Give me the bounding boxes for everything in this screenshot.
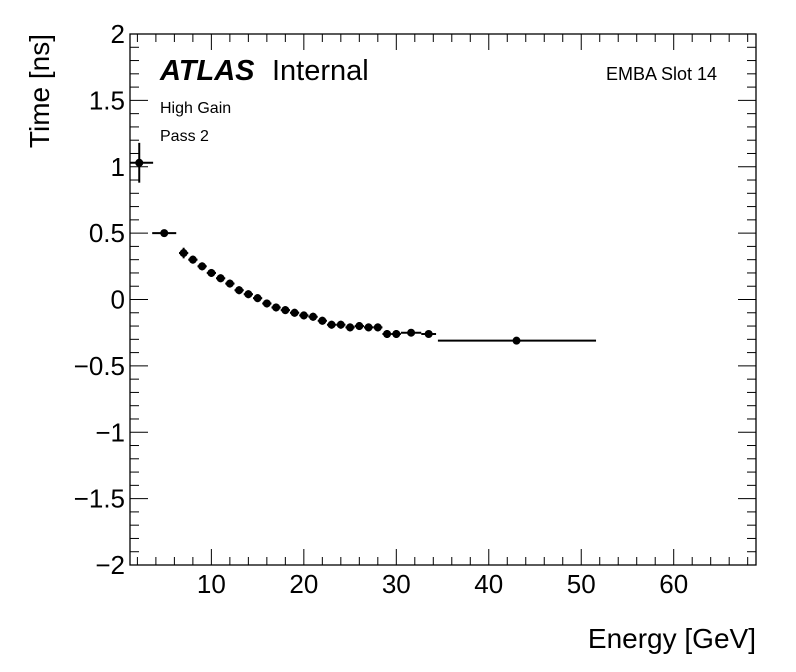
x-tick-label-20: 20 [289, 569, 318, 599]
y-tick-label-0: 0 [111, 285, 125, 315]
data-point-1 [152, 229, 177, 238]
data-point-4 [197, 262, 207, 271]
data-point-25 [391, 330, 401, 339]
marker-28 [512, 336, 521, 345]
marker-5 [207, 268, 216, 277]
y-axis-title: Time [ns] [24, 34, 55, 148]
y-tick-label--0.5: −0.5 [74, 351, 125, 381]
data-point-14 [289, 308, 300, 317]
x-tick-label-10: 10 [197, 569, 226, 599]
data-point-13 [280, 306, 290, 315]
marker-7 [225, 279, 234, 288]
data-point-18 [326, 320, 337, 329]
x-tick-label-30: 30 [382, 569, 411, 599]
x-axis-title: Energy [GeV] [588, 623, 756, 654]
data-point-0 [130, 142, 154, 183]
data-point-2 [179, 247, 189, 259]
marker-24 [383, 330, 392, 339]
data-point-23 [373, 323, 383, 332]
marker-21 [355, 322, 364, 331]
marker-27 [424, 330, 433, 339]
marker-18 [327, 320, 336, 329]
data-point-22 [363, 323, 374, 332]
y-tick-label-1: 1 [111, 152, 125, 182]
slot-label: EMBA Slot 14 [606, 64, 717, 84]
data-point-20 [345, 323, 355, 332]
marker-26 [407, 328, 416, 337]
data-point-26 [400, 328, 422, 337]
data-point-7 [225, 279, 235, 288]
marker-0 [135, 158, 144, 167]
y-tick-label--2: −2 [95, 550, 125, 580]
marker-6 [216, 274, 225, 283]
gain-label: High Gain [160, 100, 231, 117]
marker-10 [253, 294, 262, 303]
marker-4 [198, 262, 207, 271]
marker-22 [364, 323, 373, 332]
marker-16 [309, 312, 318, 321]
marker-15 [299, 311, 308, 320]
x-tick-label-50: 50 [567, 569, 596, 599]
data-point-17 [317, 316, 327, 325]
marker-12 [272, 303, 281, 312]
x-tick-label-40: 40 [474, 569, 503, 599]
y-tick-label--1: −1 [95, 417, 125, 447]
marker-25 [392, 330, 401, 339]
data-point-8 [234, 286, 244, 295]
data-point-28 [437, 336, 597, 345]
data-point-11 [262, 299, 272, 308]
marker-2 [179, 249, 188, 258]
atlas-label: ATLAS [159, 55, 255, 87]
marker-23 [373, 323, 382, 332]
y-tick-labels: −2 −1.5 −1 −0.5 0 0.5 1 1.5 2 [74, 19, 125, 580]
internal-label: Internal [272, 55, 369, 87]
marker-1 [160, 229, 169, 238]
marker-13 [281, 306, 290, 315]
marker-3 [188, 255, 197, 264]
data-point-19 [336, 320, 346, 329]
data-point-16 [308, 312, 318, 321]
x-tick-label-60: 60 [659, 569, 688, 599]
marker-17 [318, 316, 327, 325]
marker-14 [290, 308, 299, 317]
marker-11 [262, 299, 271, 308]
data-point-10 [252, 294, 263, 303]
pass-label: Pass 2 [160, 128, 209, 145]
y-tick-label-1.5: 1.5 [89, 85, 125, 115]
data-point-6 [215, 274, 226, 283]
data-point-15 [299, 311, 309, 320]
y-tick-label-2: 2 [111, 19, 125, 49]
data-point-9 [243, 290, 253, 299]
data-points [130, 142, 597, 345]
marker-8 [235, 286, 244, 295]
data-point-24 [382, 330, 392, 339]
data-point-5 [206, 268, 216, 277]
data-point-12 [271, 303, 281, 312]
marker-20 [346, 323, 355, 332]
y-tick-label-0.5: 0.5 [89, 218, 125, 248]
marker-19 [336, 320, 345, 329]
x-tick-labels: 10 20 30 40 50 60 [197, 569, 688, 599]
y-tick-label--1.5: −1.5 [74, 484, 125, 514]
data-point-27 [421, 330, 437, 339]
data-point-3 [188, 255, 198, 264]
data-point-21 [354, 322, 364, 331]
axis-ticks [130, 33, 756, 566]
marker-9 [244, 290, 253, 299]
